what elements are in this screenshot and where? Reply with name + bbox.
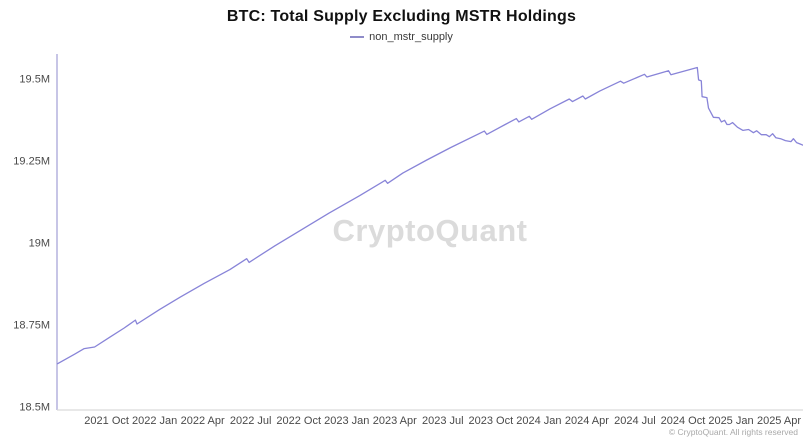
x-tick-label: 2022 Oct <box>276 415 321 427</box>
legend-item-non-mstr-supply[interactable]: non_mstr_supply <box>350 31 453 43</box>
x-tick-label: 2024 Jul <box>614 415 656 427</box>
x-tick-label: 2022 Jul <box>230 415 272 427</box>
x-tick-label: 2021 Oct <box>84 415 129 427</box>
supply-line <box>56 66 803 365</box>
x-tick-label: 2024 Oct <box>661 415 706 427</box>
x-tick-label: 2023 Oct <box>469 415 514 427</box>
x-tick-label: 2024 Apr <box>565 415 609 427</box>
line-series-icon <box>350 36 365 38</box>
x-tick-label: 2022 Apr <box>181 415 225 427</box>
legend: non_mstr_supply <box>0 31 803 43</box>
y-tick-label: 19M <box>29 238 50 250</box>
x-tick-label: 2024 Jan <box>516 415 561 427</box>
copyright-notice: © CryptoQuant. All rights reserved <box>668 427 798 437</box>
x-tick-label: 2023 Jan <box>324 415 369 427</box>
x-tick-label: 2023 Jul <box>422 415 464 427</box>
x-tick-label: 2023 Apr <box>373 415 417 427</box>
y-tick-label: 19.5M <box>19 74 50 86</box>
legend-label: non_mstr_supply <box>369 31 453 43</box>
x-tick-label: 2022 Jan <box>132 415 177 427</box>
y-tick-label: 18.5M <box>19 402 50 414</box>
y-tick-label: 18.75M <box>13 320 50 332</box>
x-tick-label: 2025 Apr <box>757 415 801 427</box>
y-tick-label: 19.25M <box>13 156 50 168</box>
x-tick-label: 2025 Jan <box>708 415 753 427</box>
page-title: BTC: Total Supply Excluding MSTR Holding… <box>226 8 577 25</box>
